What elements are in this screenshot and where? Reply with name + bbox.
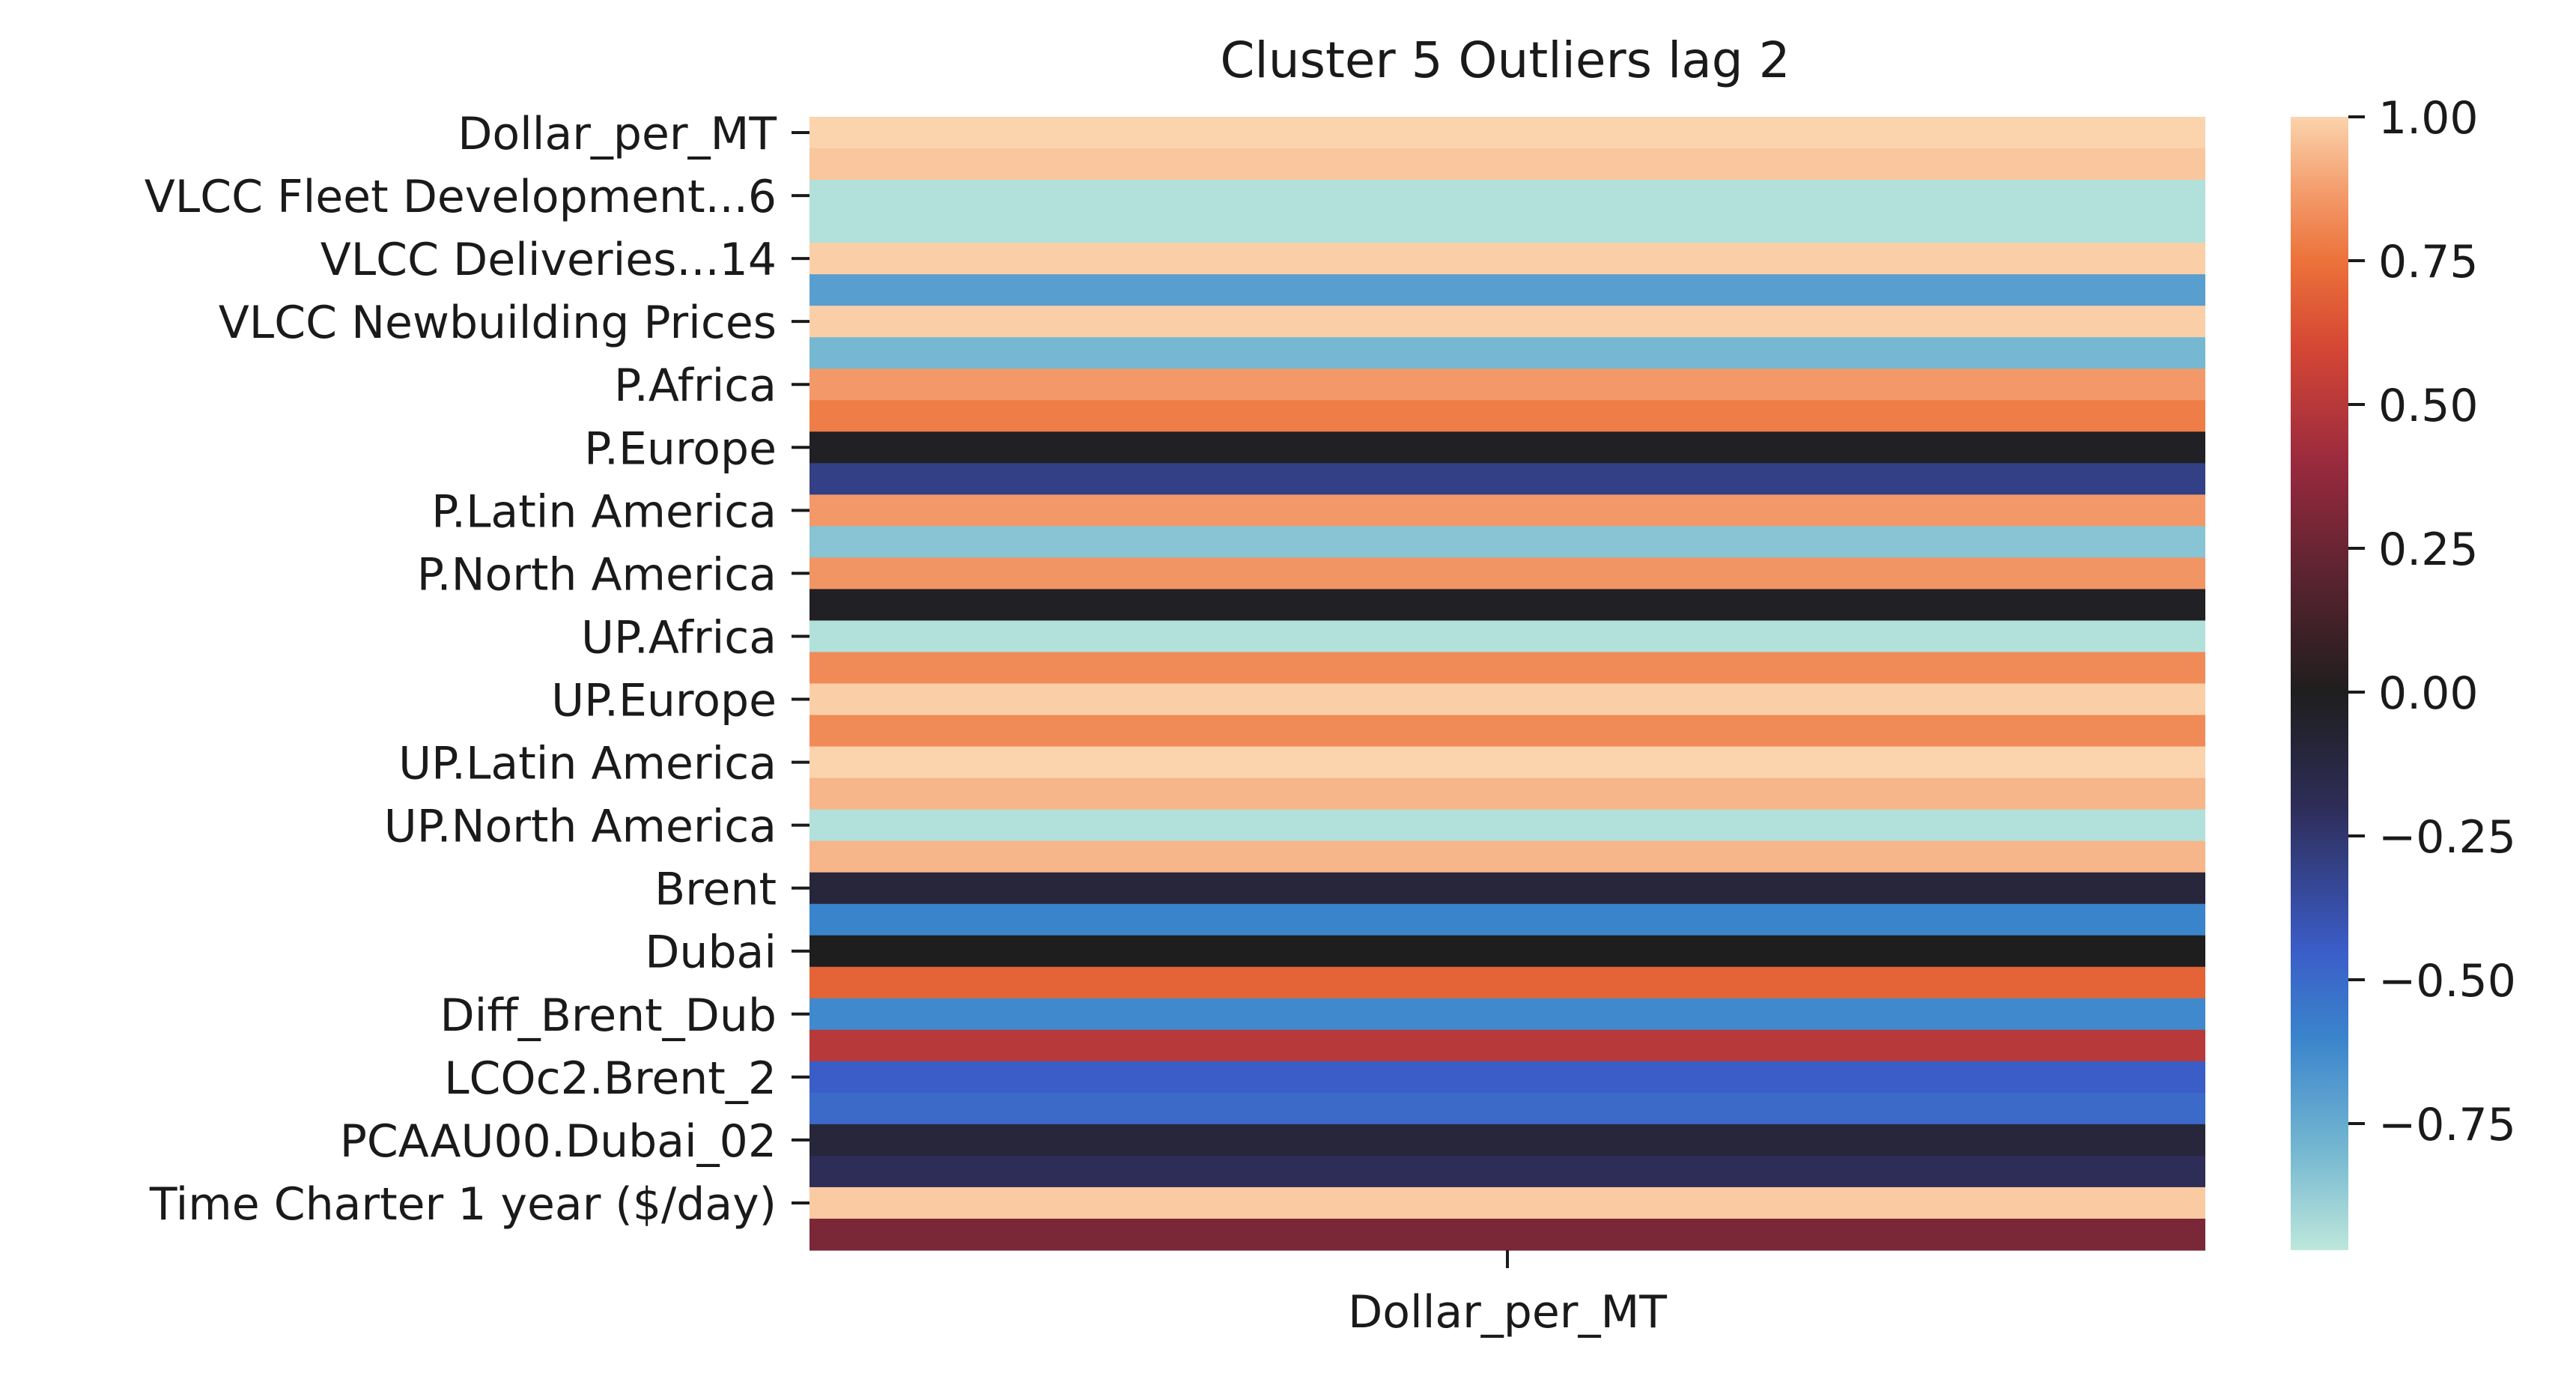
x-tick-label: Dollar_per_MT xyxy=(1348,1286,1667,1339)
y-tick-label: Time Charter 1 year ($/day) xyxy=(149,1178,777,1231)
heatmap-cell xyxy=(809,400,2205,432)
heatmap-cell xyxy=(809,809,2205,842)
heatmap-cell xyxy=(809,966,2205,999)
y-tick-label: Dubai xyxy=(645,927,777,979)
colorbar-tick-label: 0.75 xyxy=(2378,236,2479,288)
heatmap-cell xyxy=(809,998,2205,1031)
y-tick-label: P.Latin America xyxy=(431,485,777,538)
y-tick-label: Dollar_per_MT xyxy=(458,108,777,160)
heatmap-cell xyxy=(809,1061,2205,1094)
heatmap-cell xyxy=(809,778,2205,810)
heatmap-cell xyxy=(809,840,2205,873)
colorbar-tick-label: 0.00 xyxy=(2378,667,2479,720)
y-tick-label: UP.Europe xyxy=(551,675,777,727)
heatmap-cell xyxy=(809,1124,2205,1157)
y-tick-label: LCOc2.Brent_2 xyxy=(444,1052,777,1105)
heatmap-cell xyxy=(809,431,2205,464)
heatmap-cell xyxy=(809,180,2205,212)
colorbar-gradient xyxy=(2291,117,2348,1250)
y-tick-label: VLCC Fleet Development...6 xyxy=(145,171,777,223)
heatmap-cells xyxy=(809,117,2205,1251)
heatmap-cell xyxy=(809,935,2205,968)
chart-title: Cluster 5 Outliers lag 2 xyxy=(1220,31,1790,89)
heatmap-cell xyxy=(809,463,2205,495)
heatmap-cell xyxy=(809,1218,2205,1251)
heatmap-cell xyxy=(809,274,2205,306)
heatmap-cell xyxy=(809,903,2205,936)
y-tick-label: P.Europe xyxy=(584,422,777,475)
heatmap-cell xyxy=(809,1155,2205,1188)
colorbar-tick-label: −0.75 xyxy=(2378,1099,2516,1151)
heatmap-cell xyxy=(809,620,2205,653)
y-axis: Dollar_per_MT VLCC Fleet Development...6 V… xyxy=(145,108,809,1231)
heatmap-cell xyxy=(809,148,2205,181)
heatmap-cell xyxy=(809,557,2205,590)
heatmap-cell xyxy=(809,746,2205,779)
y-tick-label: VLCC Newbuilding Prices xyxy=(219,297,777,349)
colorbar-tick-label: −0.50 xyxy=(2378,955,2516,1007)
heatmap-cell xyxy=(809,211,2205,243)
colorbar-tick-label: 1.00 xyxy=(2378,92,2479,145)
y-tick-label: UP.Latin America xyxy=(398,738,777,790)
colorbar-tick-label: −0.25 xyxy=(2378,811,2516,864)
y-tick-label: UP.North America xyxy=(384,801,777,853)
heatmap-cell xyxy=(809,652,2205,685)
heatmap-cell xyxy=(809,494,2205,527)
y-tick-label: Diff_Brent_Dub xyxy=(440,989,777,1042)
colorbar: 1.00 0.75 0.50 0.25 0.00 −0.25 −0.50 −0.75 xyxy=(2291,92,2516,1250)
y-tick-label: Brent xyxy=(654,864,777,916)
heatmap-cell xyxy=(809,337,2205,369)
heatmap-cell xyxy=(809,243,2205,275)
x-axis: Dollar_per_MT xyxy=(1348,1250,1667,1339)
heatmap-cell xyxy=(809,1029,2205,1062)
heatmap-cell xyxy=(809,1186,2205,1219)
heatmap-cell xyxy=(809,683,2205,716)
y-tick-label: VLCC Deliveries...14 xyxy=(321,234,777,286)
heatmap-cell xyxy=(809,117,2205,149)
heatmap-cell xyxy=(809,526,2205,558)
y-tick-label: UP.Africa xyxy=(581,611,777,664)
y-tick-label: P.Africa xyxy=(614,360,777,412)
colorbar-tick-label: 0.25 xyxy=(2378,524,2479,576)
heatmap-cell xyxy=(809,589,2205,622)
heatmap-cell xyxy=(809,872,2205,905)
y-tick-label: P.North America xyxy=(417,548,777,601)
heatmap-cell xyxy=(809,715,2205,748)
y-tick-label: PCAAU00.Dubai_02 xyxy=(340,1115,777,1168)
heatmap-cell xyxy=(809,1092,2205,1125)
heatmap-cell xyxy=(809,369,2205,401)
colorbar-tick-label: 0.50 xyxy=(2378,380,2479,432)
heatmap-cell xyxy=(809,306,2205,338)
